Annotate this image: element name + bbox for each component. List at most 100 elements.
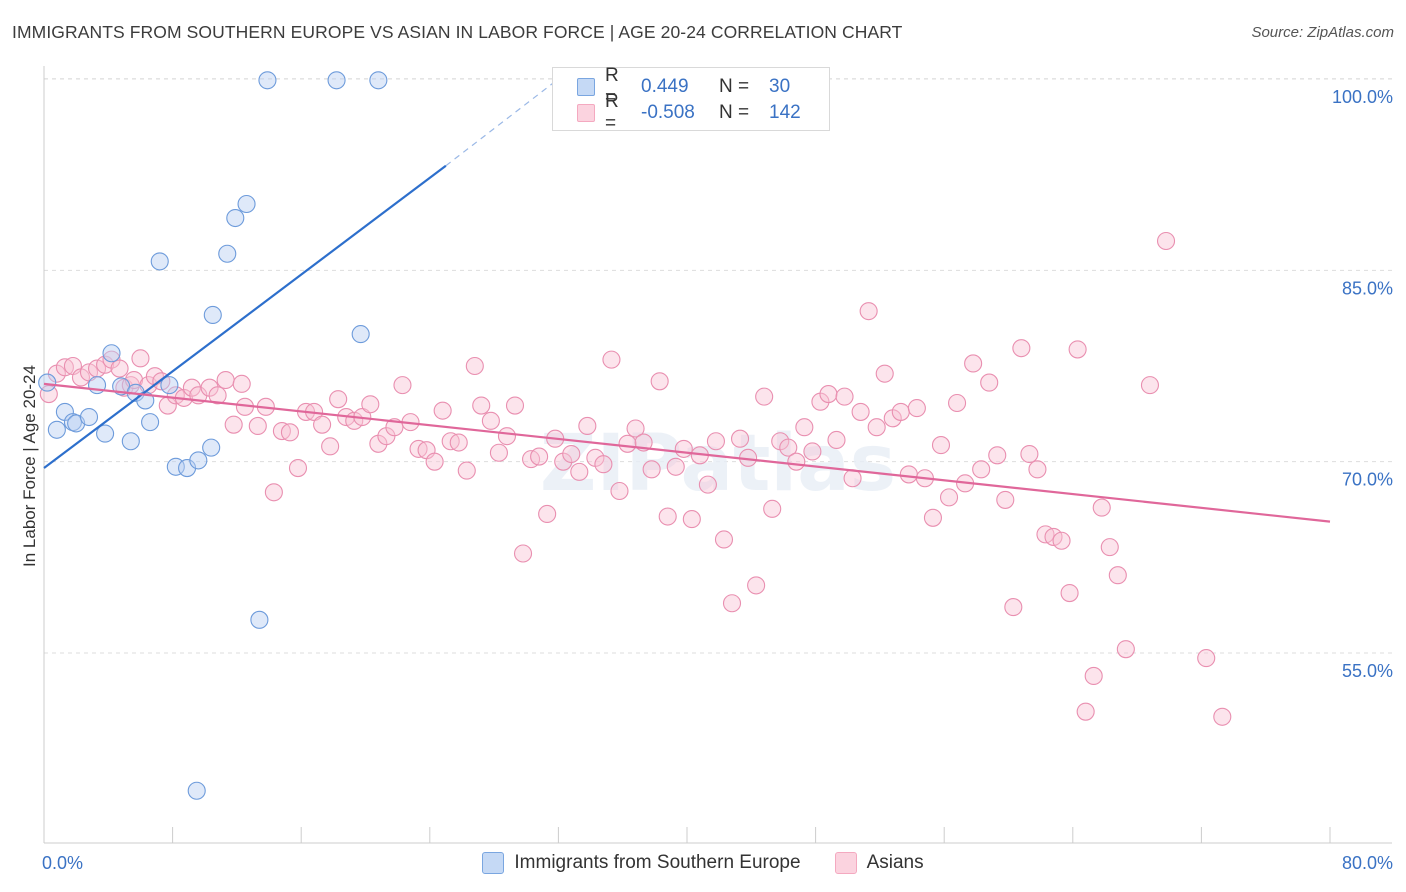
legend-item-immigrants[interactable]: Immigrants from Southern Europe — [482, 852, 801, 874]
asians-point — [706, 432, 725, 451]
asians-point — [497, 427, 517, 446]
immigrants-point — [237, 194, 256, 214]
asians-point — [1020, 444, 1039, 464]
asians-point — [489, 443, 508, 462]
immigrants-trend-line — [43, 164, 447, 469]
legend-swatch-blue — [577, 78, 595, 96]
x-tick-label: 0.0% — [42, 853, 83, 873]
immigrants-point — [96, 424, 115, 443]
immigrants-point — [369, 71, 388, 90]
asians-point — [578, 416, 597, 436]
legend-swatch-pink — [577, 104, 595, 122]
r-value: -0.508 — [641, 102, 695, 123]
asians-point — [827, 430, 846, 450]
source-label: Source: ZipAtlas.com — [1251, 24, 1394, 41]
asians-point — [361, 395, 380, 414]
immigrants-point — [351, 325, 370, 344]
asians-point — [1012, 339, 1031, 358]
legend-swatch-blue — [482, 852, 505, 874]
asians-point — [433, 401, 452, 420]
n-label: N = — [719, 76, 750, 97]
asians-point — [610, 481, 629, 501]
asians-point — [288, 458, 308, 478]
asians-point — [747, 576, 766, 595]
asians-point — [779, 438, 798, 457]
asians-point — [923, 508, 942, 527]
y-tick-labels: 55.0% 70.0% 85.0% 100.0% — [1332, 87, 1393, 681]
asians-point — [472, 396, 491, 415]
asians-point — [570, 462, 589, 481]
immigrants-point — [327, 71, 346, 90]
chart-title: IMMIGRANTS FROM SOUTHERN EUROPE VS ASIAN… — [12, 22, 903, 42]
asians-point — [1076, 702, 1095, 721]
asians-point — [280, 423, 299, 442]
asians-point — [988, 446, 1007, 465]
asians-point — [787, 452, 806, 471]
asians-point — [1004, 598, 1023, 617]
asians-point — [264, 483, 283, 502]
asians-point — [248, 416, 267, 436]
asians-point — [321, 437, 340, 456]
immigrants-point — [121, 432, 140, 451]
asians-point — [602, 350, 621, 369]
r-label: R = — [605, 65, 619, 108]
y-tick-label: 100.0% — [1332, 87, 1393, 107]
asians-point — [530, 447, 549, 466]
immigrants-point — [102, 344, 121, 363]
asians-point — [618, 434, 637, 453]
asians-point — [674, 439, 693, 458]
immigrants-point — [258, 71, 277, 90]
asians-point — [1028, 460, 1047, 479]
stats-legend: R = 0.449 N = 30 R = -0.508 N = 142 — [552, 65, 830, 134]
legend-row-immigrants: R = 0.449 N = 30 — [577, 65, 790, 108]
asians-point — [658, 507, 677, 526]
asians-point — [795, 418, 814, 437]
asians-point — [964, 354, 983, 373]
immigrants-trend-extension — [445, 78, 559, 167]
asians-point — [385, 418, 404, 437]
asians-trend-line — [43, 382, 1331, 523]
asians-point — [465, 356, 484, 376]
asians-point — [666, 457, 685, 476]
legend-item-asians[interactable]: Asians — [834, 852, 924, 874]
y-axis-label: In Labor Force | Age 20-24 — [20, 365, 39, 567]
asians-point — [763, 499, 782, 518]
asians-point — [329, 390, 348, 409]
asians-point — [899, 465, 918, 484]
asians-point — [835, 387, 854, 406]
asians-point — [1156, 231, 1176, 251]
axes — [43, 66, 1392, 844]
x-tick-labels: 0.0% 80.0% — [42, 853, 1393, 873]
asians-point — [891, 402, 910, 421]
asians-point — [1092, 498, 1111, 517]
asians-point — [948, 393, 967, 413]
immigrants-point — [79, 407, 99, 427]
asians-points — [39, 231, 1232, 726]
grid-lines — [44, 78, 1392, 654]
asians-point — [939, 488, 959, 507]
asians-point — [505, 396, 525, 415]
asians-point — [819, 385, 838, 404]
asians-point — [1084, 666, 1103, 686]
asians-point — [39, 385, 58, 404]
asians-point — [1100, 538, 1119, 557]
asians-point — [1213, 707, 1232, 726]
r-value: 0.449 — [641, 76, 689, 97]
immigrants-point — [218, 244, 237, 263]
trend-lines — [43, 78, 1331, 523]
y-tick-label: 85.0% — [1342, 278, 1393, 298]
asians-point — [642, 460, 661, 479]
asians-point — [867, 418, 886, 437]
immigrants-point — [141, 413, 160, 432]
legend-label-asians: Asians — [866, 852, 924, 873]
y-tick-label: 70.0% — [1342, 470, 1393, 490]
asians-point — [730, 429, 750, 448]
asians-point — [1068, 340, 1087, 359]
immigrants-point — [202, 438, 221, 457]
asians-point — [803, 442, 822, 461]
n-label: N = — [719, 102, 750, 123]
asians-point — [980, 373, 999, 392]
y-tick-label: 55.0% — [1342, 661, 1393, 681]
legend-swatch-pink — [834, 852, 857, 874]
asians-point — [722, 594, 742, 613]
